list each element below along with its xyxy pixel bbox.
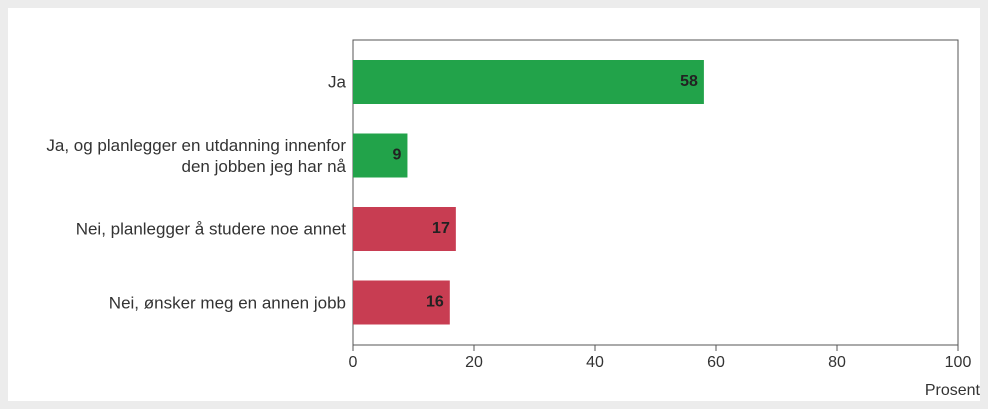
bar	[353, 133, 408, 178]
x-tick-label: 0	[349, 354, 358, 371]
category-label: Nei, ønsker meg en annen jobb	[108, 293, 346, 312]
bar	[353, 60, 704, 104]
bar	[353, 207, 456, 251]
category-label: Nei, planlegger å studere noe annet	[75, 219, 346, 239]
value-label: 9	[393, 147, 402, 164]
x-tick-label: 20	[465, 354, 483, 371]
x-tick-label: 40	[586, 354, 604, 371]
x-tick-label: 60	[707, 354, 725, 371]
value-label: 58	[680, 73, 698, 90]
x-tick-label: 100	[945, 354, 972, 371]
value-label: 17	[432, 220, 450, 237]
value-label: 16	[426, 294, 444, 311]
plot-frame	[352, 39, 959, 346]
x-tick-label: 80	[828, 354, 846, 371]
category-label: Ja, og planlegger en utdanning innenfor …	[46, 135, 346, 176]
x-axis-label: Prosent	[925, 382, 981, 399]
category-label: Ja	[328, 72, 346, 92]
bar	[353, 280, 450, 325]
